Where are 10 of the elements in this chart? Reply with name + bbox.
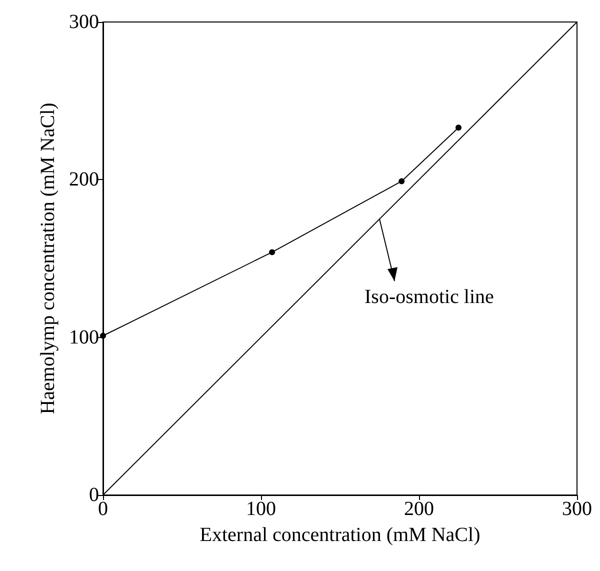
y-tick-label: 0 <box>89 484 99 506</box>
y-axis-title: Haemolymp concentration (mM NaCl) <box>37 102 60 414</box>
x-axis-title: External concentration (mM NaCl) <box>200 524 480 546</box>
y-tick-label: 200 <box>69 168 99 191</box>
y-tick-label: 300 <box>69 11 99 33</box>
x-tick-label: 200 <box>404 498 434 520</box>
annotation: Iso-osmotic line <box>364 286 494 308</box>
x-tick-label: 300 <box>562 498 592 520</box>
x-tick-label: 100 <box>246 498 276 520</box>
y-tick-label: 100 <box>69 326 99 348</box>
